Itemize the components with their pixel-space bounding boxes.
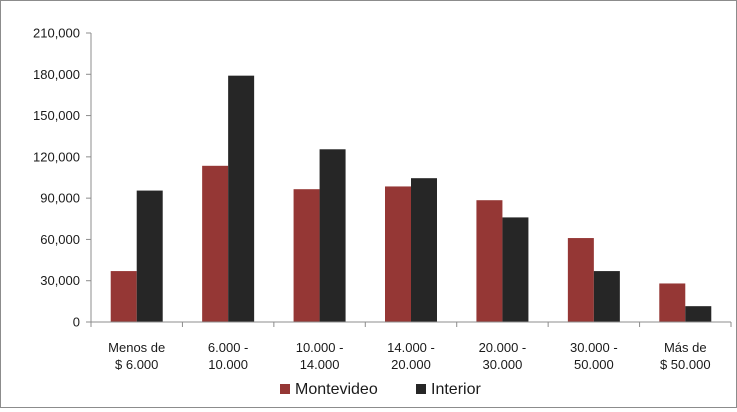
bar-interior-5 [502, 217, 529, 322]
y-tick-label: 90,000 [40, 191, 80, 206]
legend-label-montevideo: Montevideo [295, 381, 378, 398]
x-axis: Menos de $ 6.000 6.000 - 10.000 10.000 - 14.0… [90, 321, 732, 372]
bar-interior-4 [411, 178, 437, 322]
y-tick-label: 180,000 [33, 67, 80, 82]
bar-interior-6 [593, 271, 620, 322]
y-tick-label: 30,000 [40, 273, 80, 288]
bar-montevideo-1 [110, 271, 137, 322]
legend-swatch-interior [416, 384, 426, 394]
legend-swatch-montevideo [280, 384, 290, 394]
bar-interior-1 [136, 190, 163, 322]
x-tick-label: 10.000 - [296, 340, 344, 355]
bars [110, 75, 712, 323]
x-tick-label: 30.000 [483, 357, 523, 372]
x-tick-label: 10.000 [208, 357, 248, 372]
x-tick-label: 20.000 [391, 357, 431, 372]
y-tick-label: 210,000 [33, 26, 80, 41]
x-tick-label: 30.000 - [570, 340, 618, 355]
x-tick-label: 6.000 - [208, 340, 248, 355]
bar-montevideo-5 [476, 200, 503, 322]
y-tick-label: 120,000 [33, 149, 80, 164]
y-tick-label: 150,000 [33, 108, 80, 123]
x-tick-label: Menos de [108, 340, 165, 355]
x-tick-label: Más de [664, 340, 707, 355]
x-tick-label: 50.000 [574, 357, 614, 372]
bar-montevideo-6 [567, 238, 594, 322]
x-tick-label: 14.000 [300, 357, 340, 372]
bar-montevideo-2 [202, 165, 229, 322]
bar-montevideo-4 [385, 186, 411, 322]
bar-montevideo-3 [293, 189, 320, 322]
x-tick-label: 20.000 - [479, 340, 527, 355]
legend: Montevideo Interior [280, 381, 481, 398]
x-tick-label: 14.000 - [387, 340, 435, 355]
y-tick-label: 0 [73, 315, 80, 330]
x-tick-label: $ 6.000 [115, 357, 158, 372]
legend-label-interior: Interior [431, 381, 481, 398]
bar-interior-7 [685, 306, 712, 322]
bar-montevideo-7 [659, 283, 686, 322]
y-tick-label: 60,000 [40, 232, 80, 247]
bar-interior-3 [319, 149, 346, 322]
bar-interior-2 [228, 75, 255, 323]
y-axis: 0 30,000 60,000 90,000 120,000 150,000 180,000… [33, 26, 92, 330]
x-tick-label: $ 50.000 [660, 357, 711, 372]
